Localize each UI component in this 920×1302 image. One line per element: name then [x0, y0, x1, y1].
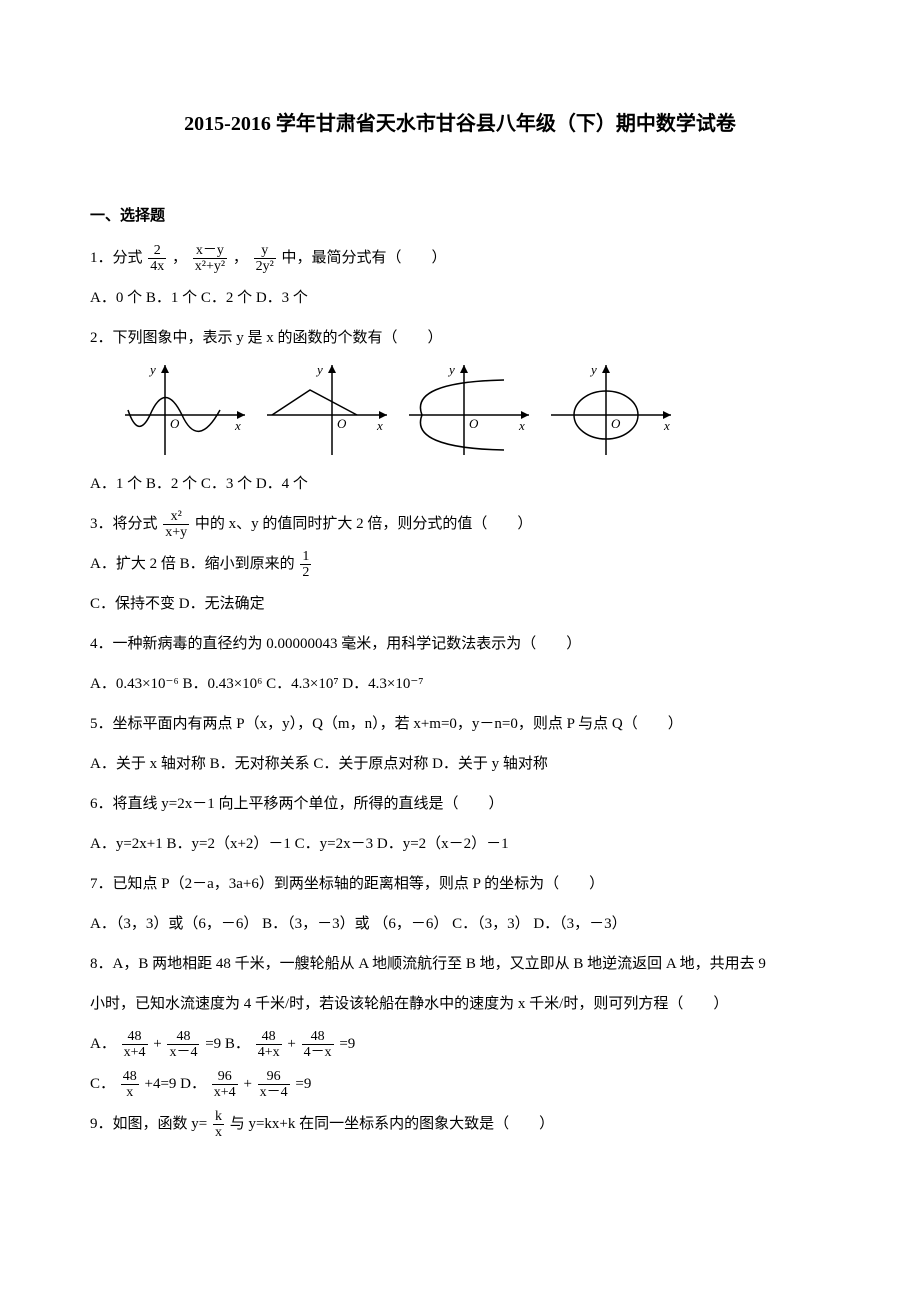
section-heading: 一、选择题: [90, 198, 830, 234]
fraction: y2y²: [254, 243, 276, 275]
q2-graphs: O x y O x y O x y O x y: [120, 360, 830, 460]
svg-text:x: x: [663, 418, 670, 433]
svg-text:O: O: [611, 416, 621, 431]
q3-options-cd: C．保持不变 D．无法确定: [90, 586, 830, 622]
graph-1: O x y: [120, 360, 250, 460]
fraction: kx: [213, 1109, 224, 1141]
svg-text:x: x: [518, 418, 525, 433]
q5-options: A．关于 x 轴对称 B．无对称关系 C．关于原点对称 D．关于 y 轴对称: [90, 746, 830, 782]
graph-3: O x y: [404, 360, 534, 460]
svg-text:x: x: [376, 418, 383, 433]
question-8-line1: 8．A，B 两地相距 48 千米，一艘轮船从 A 地顺流航行至 B 地，又立即从…: [90, 946, 830, 982]
q8-options-ab: A． 48x+4 + 48x－4 =9 B． 484+x + 484－x =9: [90, 1026, 830, 1062]
question-5: 5．坐标平面内有两点 P（x，y），Q（m，n），若 x+m=0，y－n=0，则…: [90, 706, 830, 742]
question-8-line2: 小时，已知水流速度为 4 千米/时，若设该轮船在静水中的速度为 x 千米/时，则…: [90, 986, 830, 1022]
question-9: 9．如图，函数 y= kx 与 y=kx+k 在同一坐标系内的图象大致是（ ）: [90, 1106, 830, 1142]
svg-text:O: O: [469, 416, 479, 431]
q9-stem-a: 9．如图，函数 y=: [90, 1116, 207, 1132]
question-6: 6．将直线 y=2x－1 向上平移两个单位，所得的直线是（ ）: [90, 786, 830, 822]
fraction: 484+x: [256, 1029, 282, 1061]
q7-options: A．（3，3）或（6，－6） B．（3，－3）或 （6，－6） C．（3，3） …: [90, 906, 830, 942]
fraction: x－yx²+y²: [193, 243, 227, 275]
graph-2: O x y: [262, 360, 392, 460]
q8-options-cd: C． 48x +4=9 D． 96x+4 + 96x－4 =9: [90, 1066, 830, 1102]
q6-options: A．y=2x+1 B．y=2（x+2）－1 C．y=2x－3 D．y=2（x－2…: [90, 826, 830, 862]
q1-options: A．0 个 B．1 个 C．2 个 D．3 个: [90, 280, 830, 316]
question-3: 3．将分式 x²x+y 中的 x、y 的值同时扩大 2 倍，则分式的值（ ）: [90, 506, 830, 542]
graph-4: O x y: [546, 360, 676, 460]
fraction: 48x: [121, 1069, 139, 1101]
fraction: 48x－4: [167, 1029, 199, 1061]
fraction: 24x: [148, 243, 166, 275]
svg-text:O: O: [337, 416, 347, 431]
fraction: 48x+4: [122, 1029, 148, 1061]
fraction: 484－x: [302, 1029, 334, 1061]
q9-stem-b: 与 y=kx+k 在同一坐标系内的图象大致是（ ）: [230, 1116, 554, 1132]
svg-text:y: y: [148, 362, 156, 377]
question-2: 2．下列图象中，表示 y 是 x 的函数的个数有（ ）: [90, 320, 830, 356]
question-7: 7．已知点 P（2－a，3a+6）到两坐标轴的距离相等，则点 P 的坐标为（ ）: [90, 866, 830, 902]
fraction: x²x+y: [163, 509, 189, 541]
q2-options: A．1 个 B．2 个 C．3 个 D．4 个: [90, 466, 830, 502]
svg-text:x: x: [234, 418, 241, 433]
svg-text:y: y: [315, 362, 323, 377]
q1-stem-b: 中，最简分式有（ ）: [282, 250, 447, 266]
fraction: 96x－4: [258, 1069, 290, 1101]
fraction: 96x+4: [212, 1069, 238, 1101]
svg-text:y: y: [589, 362, 597, 377]
question-1: 1．分式 24x ， x－yx²+y² ， y2y² 中，最简分式有（ ）: [90, 240, 830, 276]
page-title: 2015-2016 学年甘肃省天水市甘谷县八年级（下）期中数学试卷: [90, 100, 830, 148]
q4-options: A．0.43×10⁻⁶ B．0.43×10⁶ C．4.3×10⁷ D．4.3×1…: [90, 666, 830, 702]
q3-stem-b: 中的 x、y 的值同时扩大 2 倍，则分式的值（ ）: [195, 516, 533, 532]
q1-stem-a: 1．分式: [90, 250, 143, 266]
q3-stem-a: 3．将分式: [90, 516, 158, 532]
svg-text:O: O: [170, 416, 180, 431]
fraction: 12: [300, 549, 311, 581]
question-4: 4．一种新病毒的直径约为 0.00000043 毫米，用科学记数法表示为（ ）: [90, 626, 830, 662]
q3-options-ab: A．扩大 2 倍 B．缩小到原来的 12: [90, 546, 830, 582]
svg-text:y: y: [447, 362, 455, 377]
